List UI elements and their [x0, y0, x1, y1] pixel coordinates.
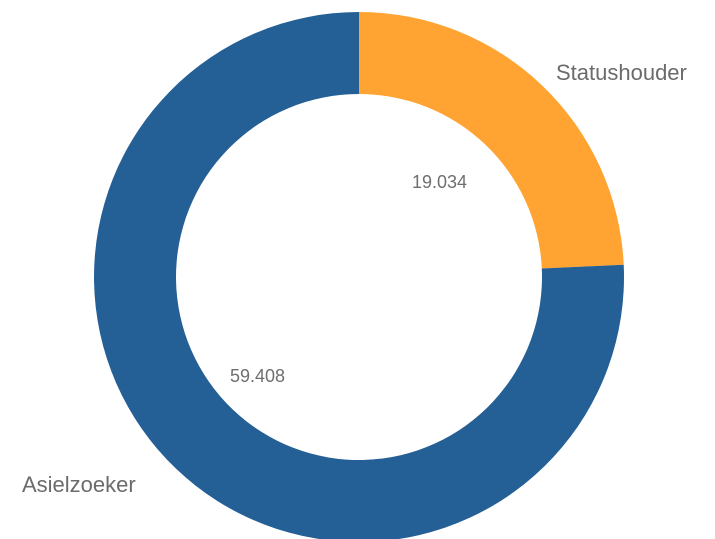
value-label-statushouder: 19.034 [412, 172, 467, 192]
chart-labels: Statushouder Asielzoeker 19.034 59.408 [22, 60, 687, 497]
value-label-asielzoeker: 59.408 [230, 366, 285, 386]
donut-slices [94, 12, 624, 539]
slice-label-asielzoeker: Asielzoeker [22, 472, 136, 497]
slice-statushouder [359, 12, 624, 269]
slice-label-statushouder: Statushouder [556, 60, 687, 85]
slice-asielzoeker [94, 12, 624, 539]
